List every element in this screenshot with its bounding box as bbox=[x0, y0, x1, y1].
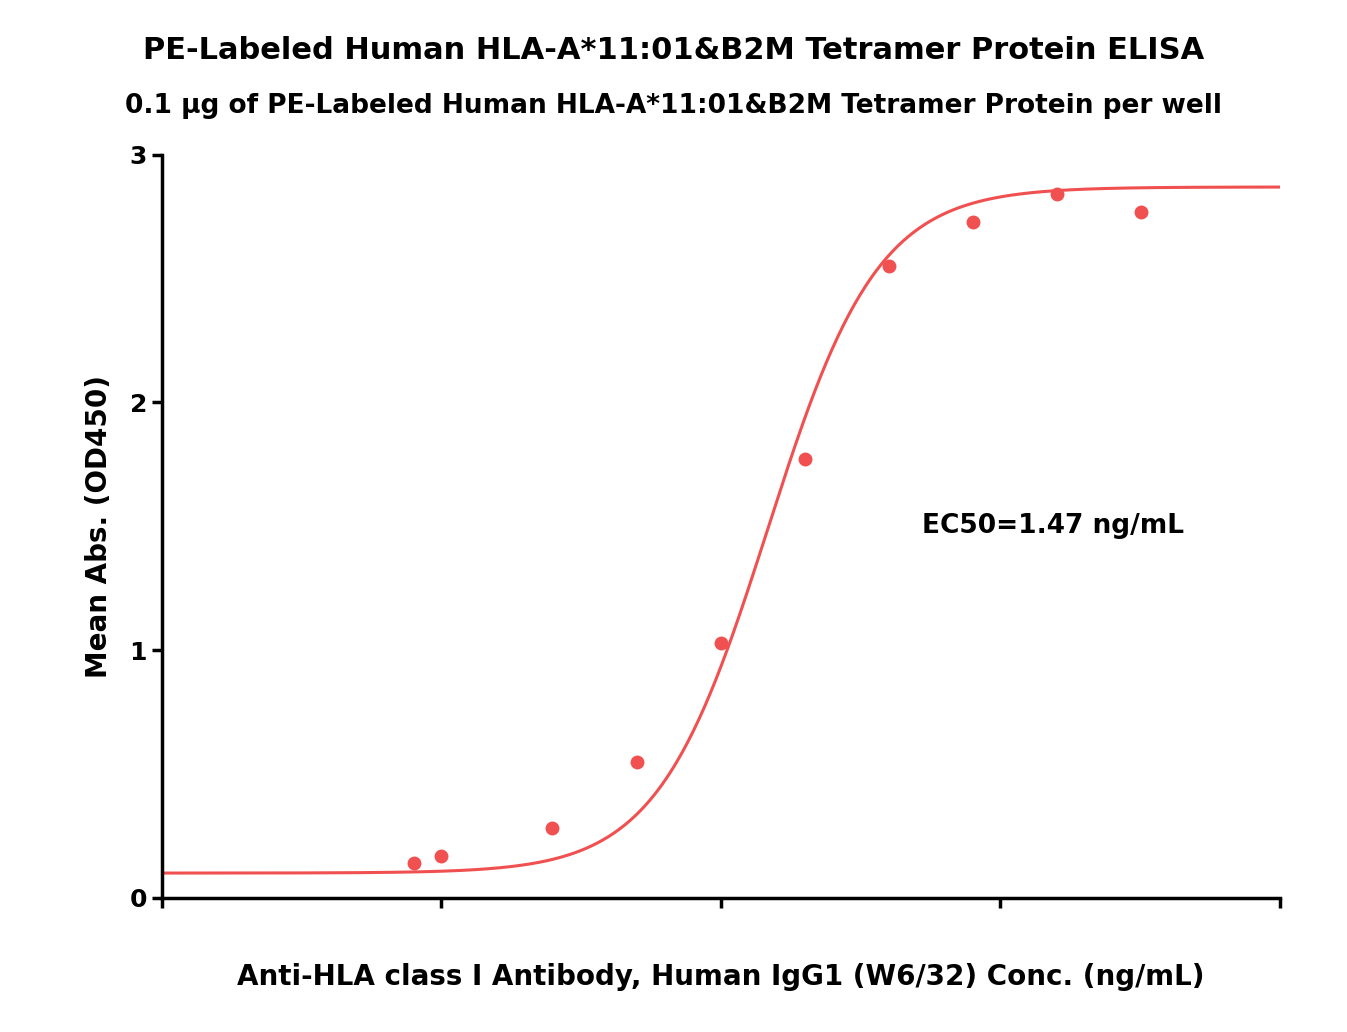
Y-axis label: Mean Abs. (OD450): Mean Abs. (OD450) bbox=[85, 375, 113, 678]
Point bbox=[626, 753, 648, 770]
X-axis label: Anti-HLA class I Antibody, Human IgG1 (W6/32) Conc. (ng/mL): Anti-HLA class I Antibody, Human IgG1 (W… bbox=[237, 963, 1204, 991]
Point bbox=[1130, 203, 1152, 220]
Point bbox=[541, 820, 563, 837]
Point bbox=[962, 214, 983, 230]
Point bbox=[710, 635, 731, 651]
Point bbox=[793, 451, 815, 467]
Point bbox=[1047, 186, 1068, 202]
Text: EC50=1.47 ng/mL: EC50=1.47 ng/mL bbox=[921, 513, 1184, 540]
Text: 0.1 μg of PE-Labeled Human HLA-A*11:01&B2M Tetramer Protein per well: 0.1 μg of PE-Labeled Human HLA-A*11:01&B… bbox=[125, 93, 1222, 119]
Point bbox=[430, 847, 451, 864]
Point bbox=[403, 854, 424, 871]
Point bbox=[878, 258, 900, 275]
Text: PE-Labeled Human HLA-A*11:01&B2M Tetramer Protein ELISA: PE-Labeled Human HLA-A*11:01&B2M Tetrame… bbox=[143, 36, 1204, 65]
